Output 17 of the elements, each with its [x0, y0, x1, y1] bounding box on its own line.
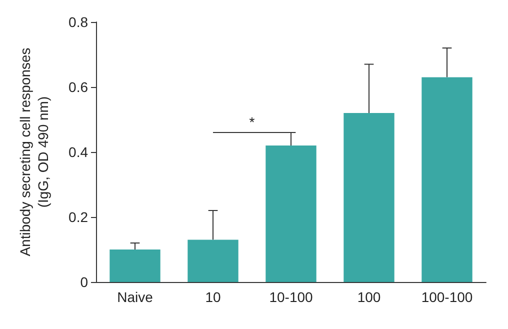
bar — [110, 250, 160, 282]
x-tick-label: 10 — [205, 289, 221, 305]
x-tick-label: 10-100 — [269, 289, 314, 305]
y-tick-label: 0.4 — [68, 144, 88, 160]
bar — [266, 146, 316, 282]
y-tick-label: 0.2 — [68, 209, 88, 225]
y-tick-label: 0 — [80, 274, 88, 290]
bar — [344, 113, 394, 282]
y-axis-title: Antibody secreting cell responses (IgG, OD 490 nm) — [17, 48, 51, 256]
y-tick-label: 0.6 — [68, 79, 88, 95]
x-tick-label: Naive — [117, 289, 154, 305]
x-tick-label: 100-100 — [421, 289, 473, 305]
x-tick-label: 100 — [357, 289, 381, 305]
bar — [422, 77, 472, 282]
y-tick-label: 0.8 — [68, 14, 88, 30]
significance-bracket: * — [213, 112, 291, 132]
bar — [188, 240, 238, 282]
